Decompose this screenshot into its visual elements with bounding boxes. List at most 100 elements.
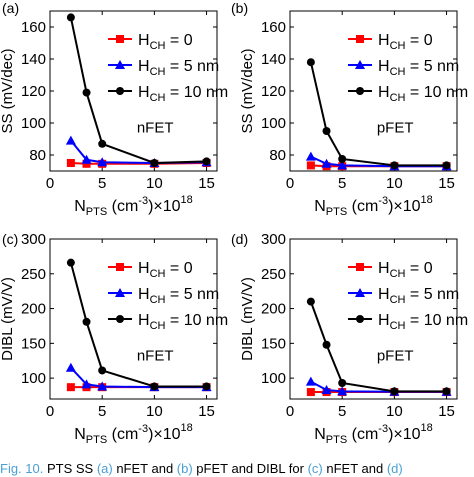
legend: HCH = 0 HCH = 5 nm HCH = 10 nm (348, 32, 468, 104)
x-tick-label: 15 (438, 403, 455, 420)
device-annotation: nFET (137, 120, 174, 137)
y-tick-label: 100 (21, 115, 46, 132)
x-tick-label: 10 (146, 403, 163, 420)
legend: HCH = 0 HCH = 5 nm HCH = 10 nm (348, 260, 468, 332)
x-tick-label: 5 (338, 175, 346, 192)
x-axis-label: NPTS (cm-3)×1018 (74, 422, 193, 446)
legend-label: HCH = 5 nm (378, 58, 459, 78)
y-tick-label: 300 (21, 231, 46, 248)
x-tick-label: 15 (198, 175, 215, 192)
x-tick-label: 0 (286, 403, 294, 420)
legend: HCH = 0 HCH = 5 nm HCH = 10 nm (108, 260, 228, 332)
legend-marker-square (356, 263, 364, 271)
caption-ref-b[interactable]: (b) (176, 461, 193, 476)
data-point-circle (66, 258, 75, 267)
legend-marker-circle (116, 315, 124, 323)
data-point-triangle (97, 157, 108, 167)
series-line-3 (309, 61, 447, 167)
y-tick-label: 250 (21, 266, 46, 283)
data-point-circle (98, 366, 107, 375)
y-tick-label: 300 (261, 231, 286, 248)
data-point-triangle (65, 362, 76, 372)
data-point-triangle (337, 386, 348, 396)
data-point-square (66, 159, 75, 167)
y-tick-label: 100 (261, 115, 286, 132)
y-axis-label: SS (mV/dec) (239, 48, 256, 133)
data-point-circle (82, 88, 91, 97)
y-tick-label: 150 (21, 335, 46, 352)
y-tick-label: 100 (21, 370, 46, 387)
legend-label: HCH = 10 nm (138, 84, 228, 104)
data-point-triangle (321, 384, 332, 394)
caption-text-2: nFET and (112, 461, 177, 476)
y-axis-label: SS (mV/dec) (0, 48, 16, 133)
data-point-circle (306, 297, 315, 306)
x-tick-label: 0 (286, 175, 294, 192)
x-axis-label: NPTS (cm-3)×1018 (314, 194, 433, 218)
data-point-triangle (321, 158, 332, 168)
legend-label: HCH = 10 nm (378, 84, 468, 104)
x-tick-label: 0 (46, 403, 54, 420)
data-point-circle (98, 139, 107, 148)
y-tick-label: 120 (261, 83, 286, 100)
caption-text-3: pFET and DIBL for (192, 461, 308, 476)
data-point-triangle (305, 151, 316, 161)
y-tick-label: 200 (21, 301, 46, 318)
x-axis-label: NPTS (cm-3)×1018 (314, 422, 433, 446)
device-annotation: pFET (377, 348, 414, 365)
data-point-circle (202, 382, 211, 391)
x-tick-label: 5 (338, 403, 346, 420)
legend-marker-circle (356, 315, 364, 323)
legend-marker-circle (356, 87, 364, 95)
legend-marker-triangle (355, 60, 365, 69)
y-tick-label: 160 (21, 19, 46, 36)
legend-marker-circle (116, 87, 124, 95)
x-tick-label: 15 (438, 175, 455, 192)
data-point-circle (306, 58, 315, 67)
panel-c: 0 5 10 15 100 150 200 250 300 DIBL (mV/V) NPTS (cm… (0, 231, 228, 446)
x-tick-label: 10 (386, 403, 403, 420)
caption-text-1: PTS SS (43, 461, 97, 476)
figure-caption: Fig. 10. PTS SS (a) nFET and (b) pFET an… (0, 461, 474, 477)
caption-ref-c[interactable]: (c) (307, 461, 323, 476)
data-point-triangle (81, 154, 92, 164)
caption-ref-a[interactable]: (a) (96, 461, 113, 476)
y-tick-label: 140 (21, 51, 46, 68)
device-annotation: nFET (137, 348, 174, 365)
data-point-circle (150, 382, 159, 391)
data-point-circle (442, 161, 451, 170)
data-point-triangle (305, 376, 316, 386)
data-point-circle (390, 387, 399, 396)
panel-letter: (d) (231, 231, 248, 247)
legend-marker-square (116, 263, 124, 271)
data-point-circle (150, 159, 159, 167)
y-axis-label: DIBL (mV/V) (0, 277, 16, 361)
device-annotation: pFET (377, 120, 414, 137)
data-point-triangle (65, 135, 76, 145)
y-tick-label: 80 (269, 147, 286, 164)
data-point-circle (390, 161, 399, 170)
y-axis-label: DIBL (mV/V) (239, 277, 256, 361)
x-tick-label: 15 (198, 403, 215, 420)
x-tick-label: 0 (46, 175, 54, 192)
caption-ref-d[interactable]: (d) (386, 461, 403, 476)
legend-label: HCH = 0 (138, 260, 193, 280)
legend-label: HCH = 5 nm (138, 58, 219, 78)
x-axis-label: NPTS (cm-3)×1018 (74, 194, 193, 218)
data-point-square (306, 388, 315, 397)
data-point-circle (338, 155, 347, 163)
y-tick-label: 200 (261, 301, 286, 318)
y-tick-label: 100 (261, 370, 286, 387)
series-line-2 (70, 139, 207, 165)
legend-marker-triangle (115, 60, 125, 69)
data-point-triangle (97, 381, 108, 391)
panel-letter: (c) (2, 231, 18, 247)
panel-b: 0 5 10 15 80 100 120 140 160 SS (mV/dec) NPTS (cm-… (231, 0, 468, 218)
data-point-circle (322, 127, 331, 135)
legend-label: HCH = 5 nm (378, 286, 459, 306)
legend-marker-triangle (115, 288, 125, 297)
panel-letter: (a) (2, 0, 19, 16)
legend-label: HCH = 0 (378, 32, 433, 52)
caption-lead: Fig. 10. (0, 461, 44, 476)
data-point-square (306, 161, 315, 170)
